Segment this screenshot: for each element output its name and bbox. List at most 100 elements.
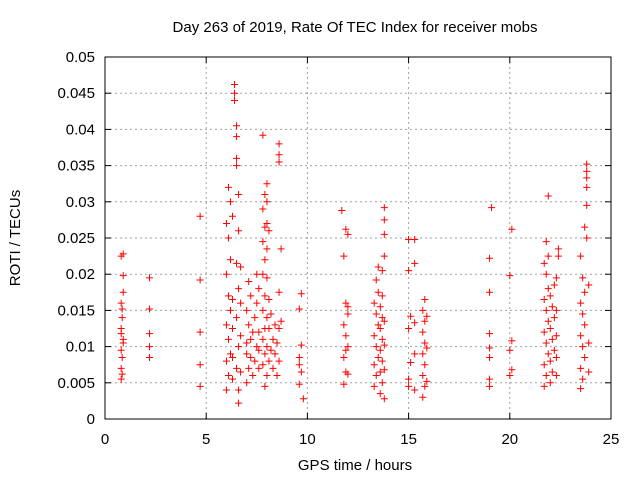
data-point <box>370 361 378 369</box>
data-point <box>222 321 230 329</box>
data-point <box>259 335 267 343</box>
data-point <box>226 198 234 206</box>
data-point <box>275 151 283 159</box>
data-point <box>544 252 552 260</box>
data-point <box>261 256 269 264</box>
data-point <box>407 359 415 367</box>
data-point <box>411 319 419 327</box>
y-axis-label: ROTI / TECUs <box>7 190 24 286</box>
data-point <box>344 370 352 378</box>
data-point <box>117 375 125 383</box>
x-tick-label: 10 <box>299 431 316 448</box>
data-point <box>295 361 303 369</box>
data-point <box>275 357 283 365</box>
data-point <box>579 375 587 383</box>
data-point <box>376 325 384 332</box>
data-point <box>269 364 277 372</box>
data-point <box>255 346 263 354</box>
data-point <box>118 314 126 322</box>
data-point <box>237 368 245 376</box>
data-point <box>374 321 382 329</box>
data-point <box>297 341 305 349</box>
data-point <box>265 325 273 332</box>
data-point <box>423 312 431 320</box>
data-point <box>370 382 378 390</box>
data-point <box>275 288 283 296</box>
data-point <box>542 270 550 278</box>
data-point <box>581 353 589 361</box>
data-point <box>224 372 232 380</box>
data-point <box>546 357 554 365</box>
data-point <box>583 183 591 191</box>
data-point <box>340 252 348 260</box>
data-point <box>243 350 251 358</box>
data-point <box>583 201 591 209</box>
data-point <box>229 212 237 220</box>
data-point <box>579 343 587 351</box>
data-point <box>486 254 494 262</box>
data-point <box>419 393 427 401</box>
data-point <box>407 312 415 320</box>
data-point <box>117 299 125 307</box>
data-point <box>370 299 378 307</box>
data-point <box>486 344 494 352</box>
data-point <box>380 216 388 224</box>
data-point <box>577 385 585 393</box>
data-point <box>508 225 516 233</box>
data-point <box>552 274 560 282</box>
data-point <box>235 285 243 293</box>
data-point <box>229 375 237 383</box>
data-point <box>550 281 558 289</box>
data-point <box>508 337 516 345</box>
data-point <box>261 382 269 390</box>
data-point <box>544 192 552 200</box>
data-point <box>196 328 204 336</box>
data-point <box>235 386 243 394</box>
data-point <box>411 259 419 267</box>
data-point <box>297 368 305 376</box>
x-tick-label: 5 <box>202 431 210 448</box>
data-point <box>419 306 427 314</box>
data-point <box>295 305 303 313</box>
data-point <box>378 267 386 275</box>
data-point <box>583 174 591 182</box>
y-tick-label: 0.03 <box>66 194 95 211</box>
data-point <box>226 256 234 264</box>
data-point <box>552 306 560 314</box>
data-point <box>231 89 239 97</box>
data-point <box>554 252 562 260</box>
data-point <box>224 183 232 191</box>
data-point <box>275 140 283 148</box>
data-point <box>546 292 554 300</box>
data-point <box>376 346 384 354</box>
data-point <box>344 343 352 351</box>
data-point <box>540 296 548 304</box>
data-point <box>540 328 548 336</box>
data-point <box>581 288 589 296</box>
data-point <box>419 350 427 358</box>
data-point <box>146 305 154 313</box>
data-point <box>222 270 230 278</box>
data-point <box>372 343 380 351</box>
data-point <box>378 292 386 300</box>
data-point <box>419 328 427 336</box>
data-point <box>224 234 232 242</box>
data-point <box>340 321 348 329</box>
data-point <box>380 366 388 374</box>
data-point <box>546 325 554 332</box>
data-point <box>263 274 271 282</box>
data-point <box>380 204 388 212</box>
data-point <box>542 306 550 314</box>
data-point <box>405 375 413 383</box>
data-point <box>506 346 514 354</box>
chart-title: Day 263 of 2019, Rate Of TEC Index for r… <box>173 19 538 36</box>
data-point <box>263 372 271 380</box>
data-point <box>421 339 429 347</box>
data-point <box>275 158 283 166</box>
data-point <box>222 357 230 365</box>
data-point <box>233 314 241 322</box>
data-point <box>146 353 154 361</box>
data-point <box>224 292 232 300</box>
x-tick-label: 0 <box>101 431 109 448</box>
data-point <box>376 390 384 398</box>
